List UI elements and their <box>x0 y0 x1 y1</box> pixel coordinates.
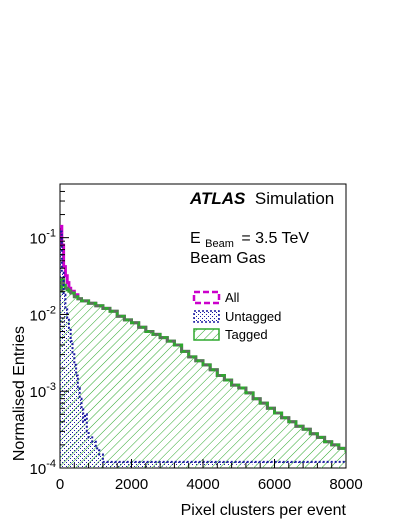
beam-energy-label: E Beam = 3.5 TeV <box>190 230 309 251</box>
legend-swatch-untagged <box>193 310 220 323</box>
y-axis-title: Normalised Entries <box>11 326 28 461</box>
legend-item-untagged: Untagged <box>193 309 281 324</box>
atlas-brand-suffix: Simulation <box>255 189 334 208</box>
x-tick-label: 4000 <box>186 476 219 493</box>
legend-swatch-tagged <box>193 328 220 341</box>
legend-label-all: All <box>225 290 240 305</box>
legend: All Untagged Tagged <box>192 290 281 342</box>
energy-value: = 3.5 TeV <box>241 230 309 247</box>
tagged-fill-area <box>60 280 346 468</box>
x-tick-label: 0 <box>56 476 64 493</box>
series-untagged-line <box>60 230 346 463</box>
atlas-brand: ATLAS <box>189 189 246 208</box>
legend-item-tagged: Tagged <box>193 327 268 342</box>
legend-label-tagged: Tagged <box>225 327 268 342</box>
legend-label-untagged: Untagged <box>225 309 281 324</box>
x-axis-title: Pixel clusters per event <box>181 502 347 519</box>
series-tagged-dash <box>60 279 346 453</box>
x-tick-label: 6000 <box>258 476 291 493</box>
x-tick-label: 8000 <box>329 476 362 493</box>
x-axis-ticks: 0 2000 4000 6000 8000 <box>56 459 363 493</box>
y-tick-label: 10-3 <box>30 381 56 401</box>
legend-item-all: All <box>192 290 240 305</box>
sample-label: Beam Gas <box>190 250 266 267</box>
y-tick-label: 10-1 <box>30 228 56 248</box>
atlas-label: ATLAS Simulation <box>189 189 334 208</box>
energy-prefix: E <box>190 230 201 247</box>
series-layer <box>60 224 346 468</box>
untagged-fill-area <box>60 231 346 468</box>
y-tick-label: 10-2 <box>30 304 56 324</box>
legend-swatch-all <box>192 290 221 305</box>
energy-subscript: Beam <box>205 238 234 250</box>
y-tick-label: 10-4 <box>30 458 56 478</box>
y-axis-ticks: 10-4 10-3 10-2 10-1 <box>30 183 69 478</box>
x-tick-label: 2000 <box>115 476 148 493</box>
